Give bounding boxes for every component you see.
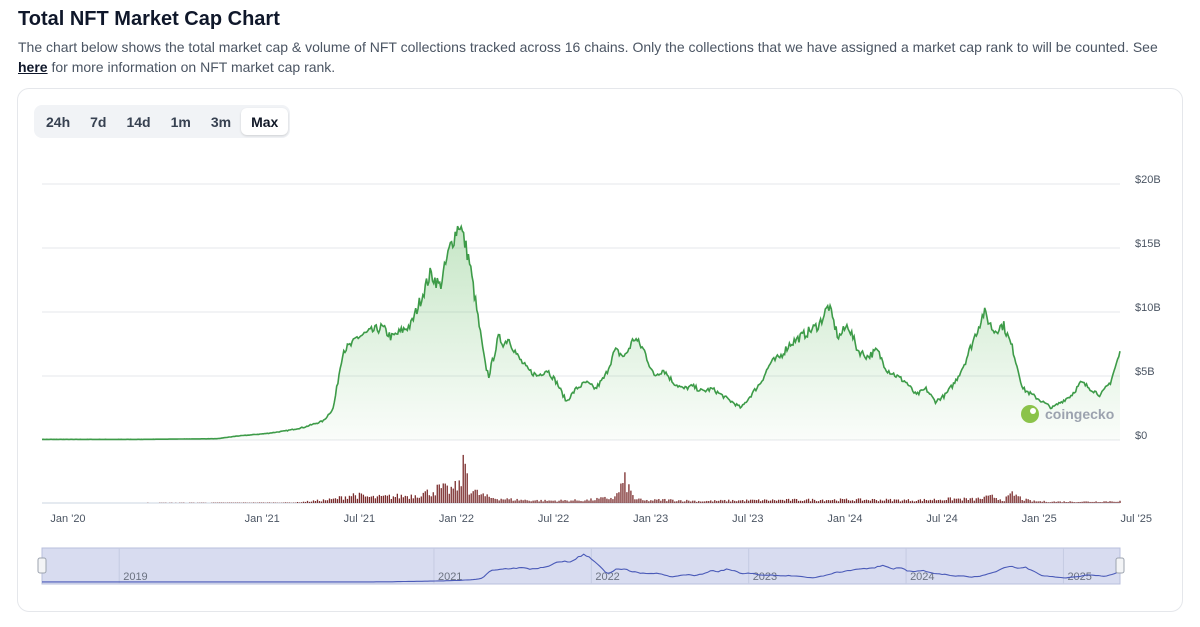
- range-tab-3m[interactable]: 3m: [201, 108, 241, 135]
- time-range-selector: 24h 7d 14d 1m 3m Max: [34, 105, 291, 138]
- rank-info-link[interactable]: here: [18, 59, 48, 75]
- navigator-year-label: 2023: [753, 571, 777, 583]
- volume-bars: [147, 454, 1121, 503]
- range-navigator[interactable]: 2019 2021 2022 2023 2024 2025: [37, 547, 1125, 585]
- x-tick-label: Jan '23: [633, 513, 668, 525]
- market-cap-fill: [42, 226, 1120, 440]
- navigator-window[interactable]: [41, 547, 1121, 585]
- coingecko-eye-icon: [1030, 408, 1036, 414]
- y-tick-label: $10B: [1135, 302, 1161, 314]
- market-cap-area: [41, 223, 1121, 441]
- y-tick-label: $5B: [1135, 366, 1155, 378]
- x-tick-label: Jul '25: [1121, 513, 1152, 525]
- x-tick-label: Jan '22: [439, 513, 474, 525]
- x-tick-label: Jan '20: [50, 513, 85, 525]
- description-text-end: for more information on NFT market cap r…: [47, 59, 336, 75]
- range-tab-max[interactable]: Max: [241, 108, 289, 135]
- x-tick-label: Jan '25: [1022, 513, 1057, 525]
- y-tick-label: $15B: [1135, 238, 1161, 250]
- watermark: coingecko: [1021, 405, 1114, 423]
- x-tick-label: Jan '24: [827, 513, 862, 525]
- y-tick-label: $20B: [1135, 174, 1161, 186]
- page-title: Total NFT Market Cap Chart: [18, 8, 280, 30]
- navigator-right-handle[interactable]: [1115, 557, 1125, 574]
- range-tab-1m[interactable]: 1m: [161, 108, 201, 135]
- x-tick-label: Jul '22: [538, 513, 569, 525]
- range-tab-24h[interactable]: 24h: [36, 108, 80, 135]
- navigator-year-label: 2019: [123, 571, 147, 583]
- description-text: The chart below shows the total market c…: [18, 39, 1158, 55]
- y-tick-label: $0: [1135, 430, 1147, 442]
- navigator-left-handle[interactable]: [37, 557, 47, 574]
- y-axis: $0 $5B $10B $15B $20B: [1135, 174, 1161, 442]
- range-tab-14d[interactable]: 14d: [116, 108, 160, 135]
- x-tick-label: Jul '23: [732, 513, 763, 525]
- market-cap-line: [41, 223, 1121, 441]
- coingecko-watermark-text: coingecko: [1045, 406, 1114, 422]
- range-tab-7d[interactable]: 7d: [80, 108, 116, 135]
- x-tick-label: Jul '21: [344, 513, 375, 525]
- x-tick-label: Jan '21: [245, 513, 280, 525]
- x-tick-label: Jul '24: [926, 513, 957, 525]
- chart-description: The chart below shows the total market c…: [18, 37, 1178, 77]
- navigator-line: [42, 553, 1121, 583]
- navigator-year-label: 2022: [595, 571, 619, 583]
- coingecko-logo-icon: [1021, 405, 1039, 423]
- grid-lines: [42, 183, 1120, 504]
- x-axis: Jan '20 Jan '21 Jul '21 Jan '22 Jul '22 Jan '…: [50, 513, 1152, 525]
- navigator-year-label: 2024: [910, 571, 934, 583]
